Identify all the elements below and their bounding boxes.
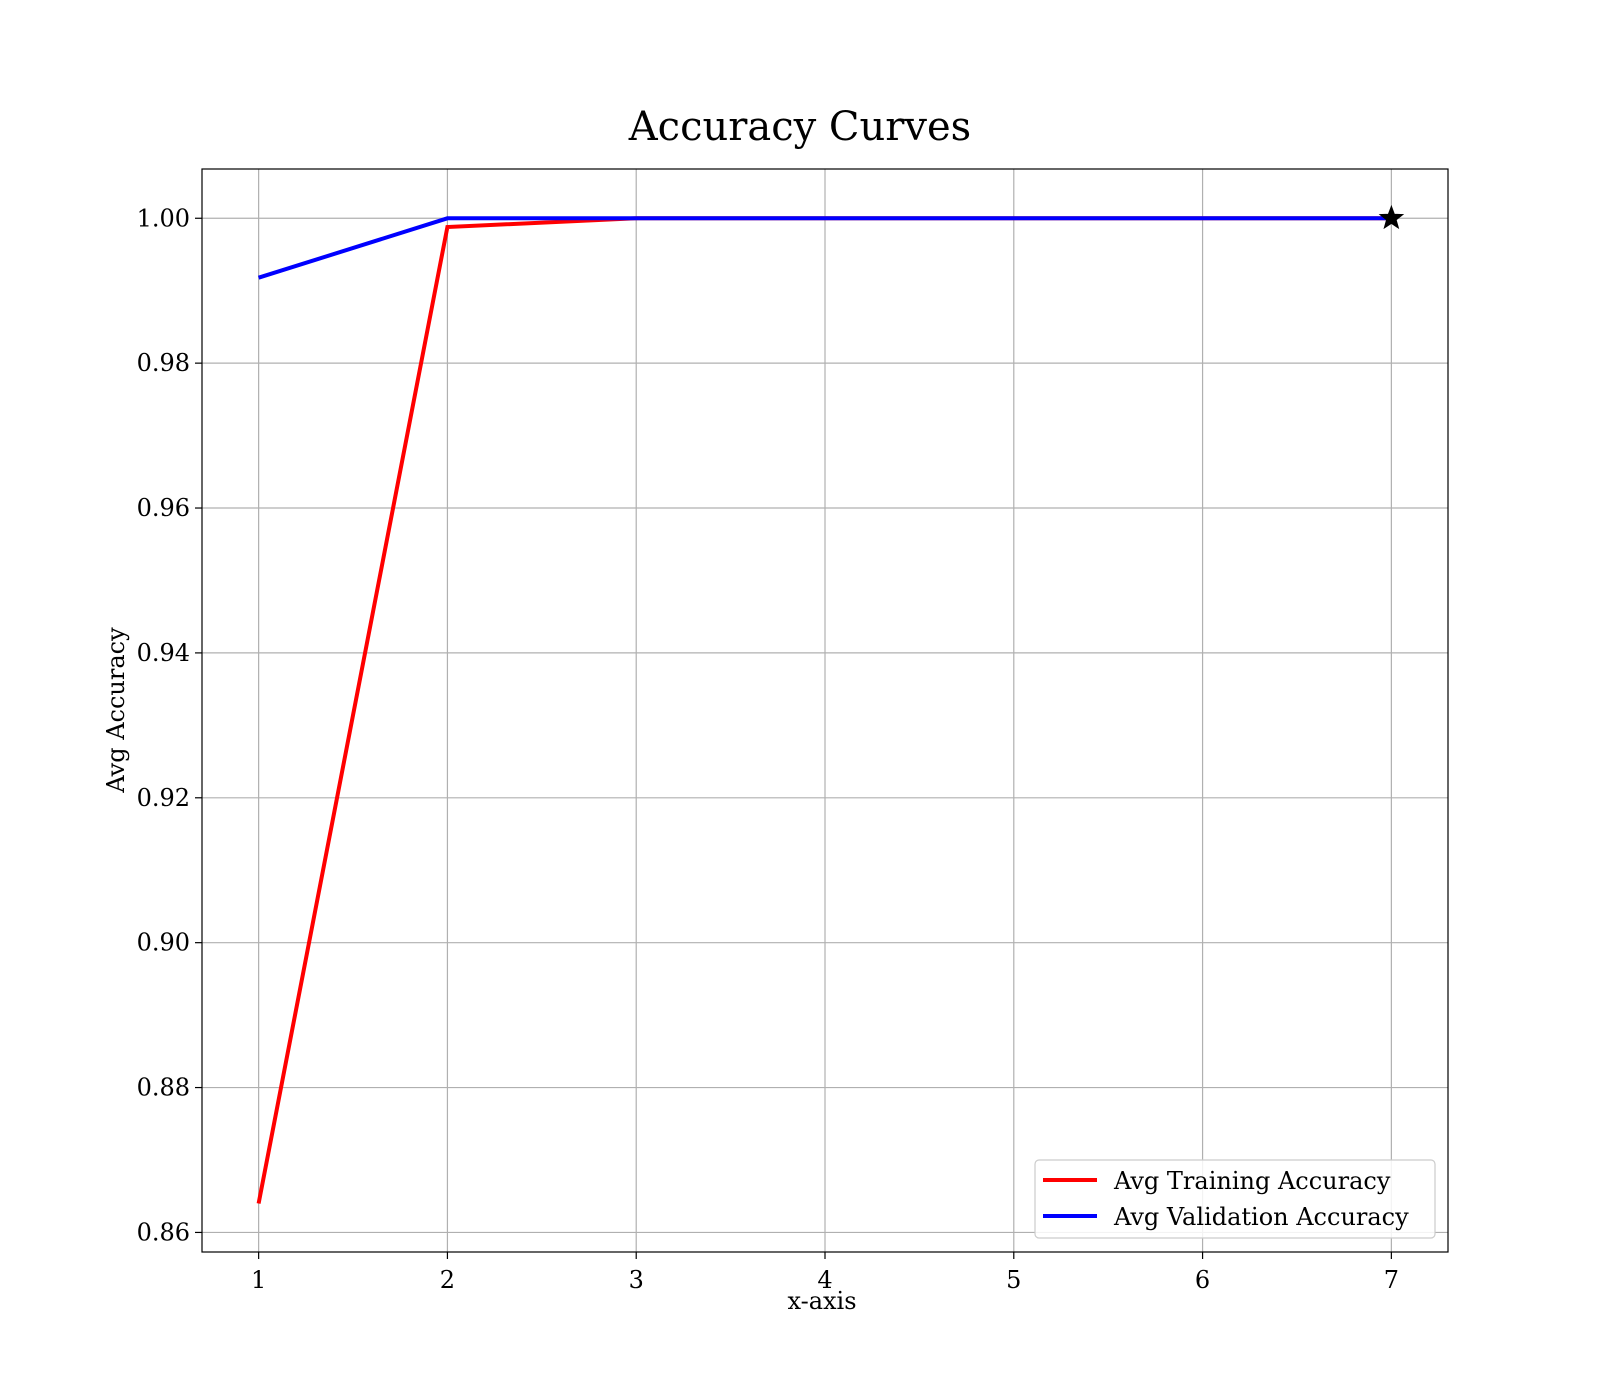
y-tick-label: 0.90 — [137, 929, 190, 957]
x-axis-label: x-axis — [787, 1287, 856, 1315]
star-icon — [1378, 204, 1405, 230]
y-tick-label: 0.98 — [137, 349, 190, 377]
y-tick-label: 0.92 — [137, 784, 190, 812]
x-tick-label: 6 — [1195, 1266, 1210, 1294]
legend-label-validation: Avg Validation Accuracy — [1113, 1203, 1409, 1231]
y-axis-ticks: 0.86 0.88 0.90 0.92 0.94 0.96 0.98 1.00 — [137, 204, 202, 1246]
y-tick-label: 0.88 — [137, 1074, 190, 1102]
y-tick-label: 1.00 — [137, 204, 190, 232]
y-axis-label: Avg Accuracy — [102, 627, 130, 794]
legend: Avg Training Accuracy Avg Validation Acc… — [1034, 1159, 1436, 1239]
x-tick-label: 2 — [440, 1266, 455, 1294]
chart-title: Accuracy Curves — [628, 104, 971, 150]
x-tick-label: 1 — [251, 1266, 266, 1294]
y-tick-label: 0.94 — [137, 639, 190, 667]
validation-accuracy-line — [257, 216, 1392, 280]
y-tick-label: 0.86 — [137, 1218, 190, 1246]
x-tick-label: 5 — [1006, 1266, 1021, 1294]
marker-layer — [1378, 204, 1405, 230]
x-tick-label: 4 — [817, 1266, 832, 1294]
x-axis-ticks: 1 2 3 4 5 6 7 — [251, 1252, 1399, 1294]
legend-label-training: Avg Training Accuracy — [1113, 1167, 1391, 1195]
series-layer — [256, 216, 1392, 1204]
x-tick-label: 3 — [629, 1266, 644, 1294]
x-tick-label: 7 — [1384, 1266, 1399, 1294]
legend-box — [1034, 1159, 1436, 1239]
y-tick-label: 0.96 — [137, 494, 190, 522]
grid — [202, 169, 1448, 1252]
